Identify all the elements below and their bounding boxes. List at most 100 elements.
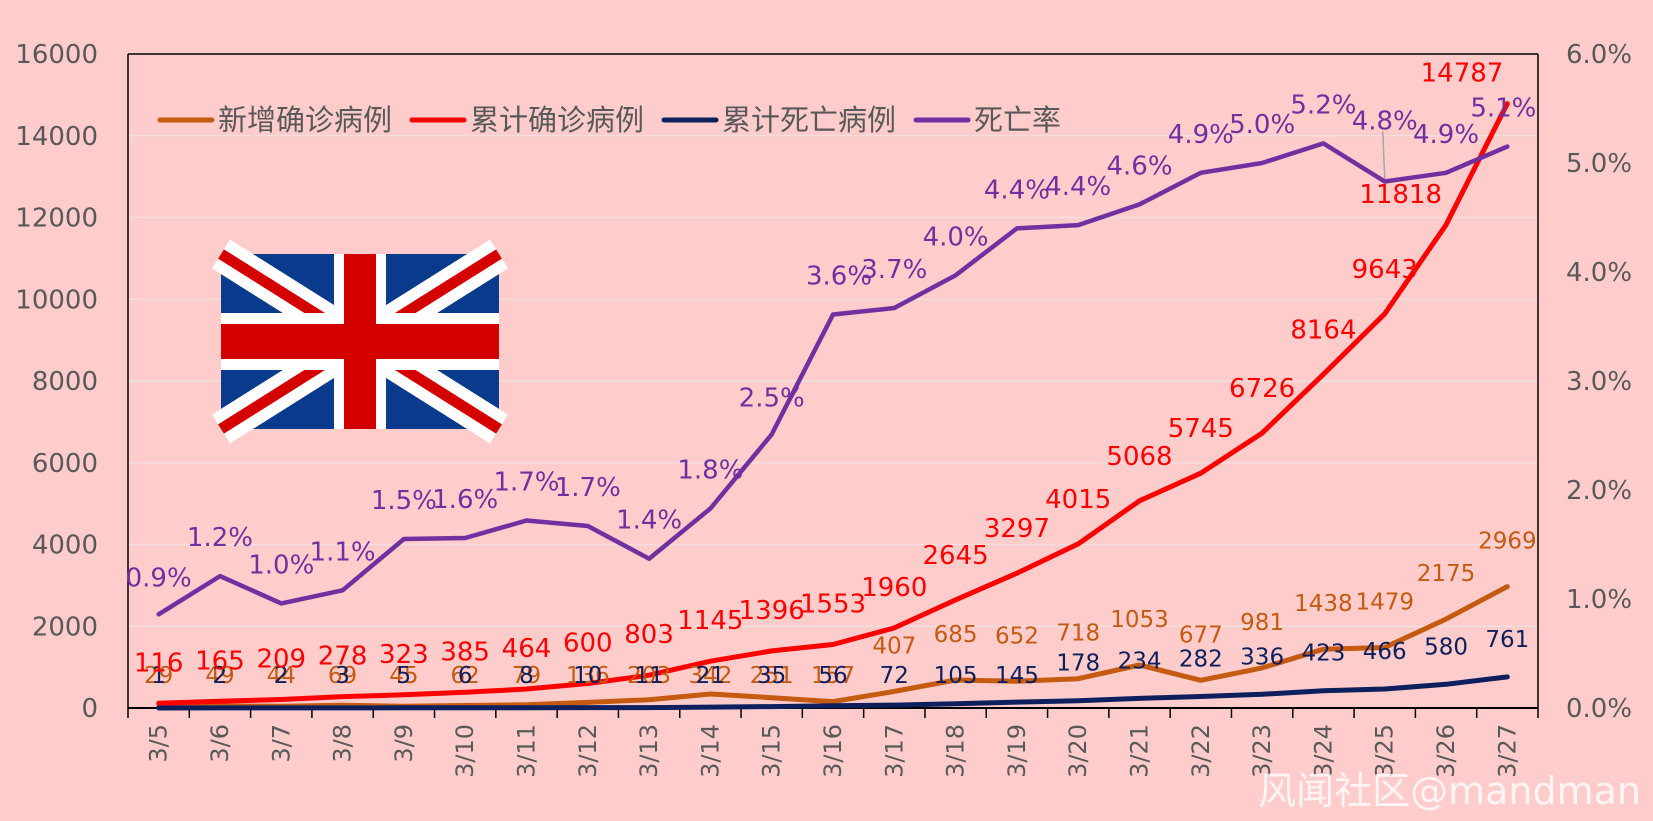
data-label: 116 [134, 648, 184, 678]
data-label: 11 [634, 663, 663, 689]
x-tick-label: 3/26 [1432, 724, 1460, 778]
data-label: 56 [818, 663, 847, 689]
data-label: 79 [512, 663, 541, 689]
data-label: 5.2% [1290, 90, 1356, 120]
y2-tick-label: 3.0% [1566, 367, 1632, 397]
data-label: 2.5% [739, 383, 805, 413]
data-label: 803 [624, 620, 674, 650]
data-label: 2969 [1478, 529, 1537, 555]
data-label: 761 [1485, 627, 1529, 653]
legend-entry-4: 死亡率 [974, 103, 1061, 137]
data-label: 1.2% [187, 523, 253, 553]
data-label: 685 [934, 622, 978, 648]
data-label: 8164 [1290, 315, 1356, 345]
x-tick-label: 3/27 [1493, 724, 1521, 778]
data-label: 5.1% [1470, 94, 1536, 124]
x-tick-label: 3/13 [635, 724, 663, 778]
data-label: 21 [696, 663, 725, 689]
data-label: 178 [1056, 651, 1100, 677]
data-label: 6 [458, 663, 473, 689]
data-label: 600 [563, 628, 613, 658]
data-label: 105 [934, 663, 978, 689]
data-label: 466 [1363, 639, 1407, 665]
y-tick-label: 0 [81, 694, 98, 724]
x-tick-label: 3/5 [145, 724, 173, 763]
data-label: 1396 [739, 596, 805, 626]
data-label: 3297 [984, 514, 1050, 544]
x-tick-label: 3/25 [1371, 724, 1399, 778]
data-label: 1.4% [616, 506, 682, 536]
data-label: 209 [256, 644, 306, 674]
data-label: 1.5% [371, 486, 437, 516]
y-tick-label: 16000 [15, 40, 98, 70]
data-label: 1053 [1110, 607, 1169, 633]
x-tick-label: 3/12 [574, 724, 602, 778]
legend-entry-2: 累计确诊病例 [470, 103, 644, 137]
data-label: 1438 [1294, 591, 1353, 617]
data-label: 4.9% [1413, 120, 1479, 150]
x-tick-label: 3/18 [942, 724, 970, 778]
y-tick-label: 2000 [32, 612, 98, 642]
data-label: 145 [995, 663, 1039, 689]
data-label: 718 [1056, 621, 1100, 647]
series-line-2 [156, 101, 1510, 706]
data-label: 1960 [861, 573, 927, 603]
data-label: 2175 [1417, 561, 1476, 587]
data-label: 14787 [1421, 59, 1504, 89]
leader-line [1381, 131, 1386, 179]
y-tick-label: 8000 [32, 367, 98, 397]
y-tick-label: 4000 [32, 531, 98, 561]
data-label: 1145 [677, 606, 743, 636]
data-label: 62 [451, 663, 480, 689]
data-label: 35 [757, 663, 786, 689]
y-tick-label: 12000 [15, 204, 98, 234]
data-label: 3 [335, 663, 350, 689]
data-label: 11818 [1359, 180, 1442, 210]
data-label: 1.8% [677, 456, 743, 486]
legend: 新增确诊病例 累计确诊病例 累计死亡病例 死亡率 [157, 103, 1061, 137]
x-tick-label: 3/20 [1064, 724, 1092, 778]
data-label: 407 [872, 633, 916, 659]
data-label: 282 [1179, 646, 1223, 672]
data-label: 5068 [1106, 442, 1172, 472]
data-label: 336 [1240, 644, 1284, 670]
data-label: 1.7% [555, 473, 621, 503]
y2-tick-label: 6.0% [1566, 40, 1632, 70]
data-label: 652 [995, 623, 1039, 649]
data-label: 5 [397, 663, 412, 689]
data-label: 4.4% [984, 175, 1050, 205]
data-label: 251 [750, 663, 794, 689]
data-label: 8 [519, 663, 534, 689]
x-tick-label: 3/7 [267, 724, 295, 763]
data-label: 4.0% [923, 222, 989, 252]
data-label: 1479 [1355, 590, 1414, 616]
x-tick-label: 3/14 [696, 724, 724, 778]
data-label: 385 [440, 637, 490, 667]
data-label: 6726 [1229, 374, 1295, 404]
data-label: 4.9% [1168, 120, 1234, 150]
data-label: 203 [627, 663, 671, 689]
x-tick-label: 3/19 [1003, 724, 1031, 778]
data-label: 580 [1424, 634, 1468, 660]
series-lines [156, 101, 1510, 711]
x-tick-label: 3/10 [451, 724, 479, 778]
data-label: 677 [1179, 622, 1223, 648]
data-label: 69 [328, 663, 357, 689]
data-label: 72 [880, 663, 909, 689]
uk-flag [211, 239, 509, 444]
x-tick-label: 3/17 [880, 724, 908, 778]
y2-tick-label: 1.0% [1566, 585, 1632, 615]
data-label: 3.7% [861, 255, 927, 285]
x-tick-label: 3/24 [1309, 724, 1337, 778]
data-label: 464 [502, 634, 552, 664]
legend-entry-3: 累计死亡病例 [722, 103, 896, 137]
data-label: 157 [811, 663, 855, 689]
data-label: 1 [151, 663, 166, 689]
series-line-3 [156, 674, 1510, 711]
data-label: 234 [1118, 648, 1162, 674]
legend-entry-1: 新增确诊病例 [218, 103, 392, 137]
data-label: 4.6% [1106, 151, 1172, 181]
data-label: 2 [274, 663, 289, 689]
